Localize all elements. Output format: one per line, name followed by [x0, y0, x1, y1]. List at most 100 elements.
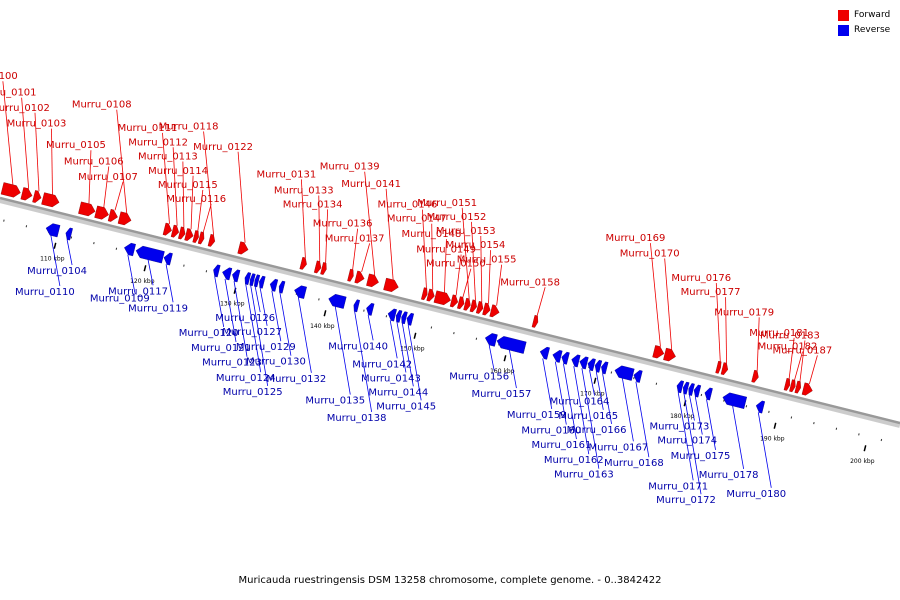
gene-arrow-murru_0126[interactable]	[254, 274, 261, 288]
gene-label-murru_0138[interactable]: Murru_0138	[327, 413, 387, 424]
gene-label-murru_0163[interactable]: Murru_0163	[554, 470, 614, 481]
gene-arrow-murru_0178[interactable]	[722, 392, 748, 409]
gene-arrow-murru_0106[interactable]	[94, 205, 109, 220]
gene-label-murru_0109[interactable]: Murru_0109	[90, 294, 150, 305]
gene-label-murru_0133[interactable]: Murru_0133	[274, 185, 334, 196]
gene-arrow-murru_0159[interactable]	[539, 346, 550, 360]
gene-arrow-murru_0152[interactable]	[469, 299, 477, 313]
gene-label-murru_0114[interactable]: Murru_0114	[148, 166, 208, 177]
gene-arrow-murru_0124[interactable]	[244, 272, 252, 285]
gene-arrow-murru_0118[interactable]	[207, 233, 216, 247]
gene-arrow-murru_0130[interactable]	[278, 280, 286, 294]
gene-arrow-murru_0123[interactable]	[232, 269, 241, 283]
gene-label-murru_0148[interactable]: Murru_0148	[402, 229, 462, 240]
gene-label-murru_0165[interactable]: Murru_0165	[558, 411, 618, 422]
gene-arrow-murru_0171[interactable]	[676, 380, 685, 394]
gene-label-murru_0108[interactable]: Murru_0108	[72, 100, 132, 111]
gene-arrow-murru_0133[interactable]	[313, 260, 322, 274]
gene-arrow-murru_0157[interactable]	[496, 336, 527, 354]
gene-label-murru_0156[interactable]: Murru_0156	[449, 372, 509, 383]
gene-arrow-murru_0167[interactable]	[614, 365, 635, 381]
gene-arrow-murru_0112[interactable]	[170, 224, 180, 238]
gene-arrow-murru_0147[interactable]	[426, 288, 435, 302]
gene-arrow-murru_0151[interactable]	[463, 297, 471, 311]
gene-label-murru_0167[interactable]: Murru_0167	[588, 442, 648, 453]
gene-arrow-murru_0172[interactable]	[683, 381, 690, 395]
gene-label-murru_0146[interactable]: Murru_0146	[378, 200, 438, 211]
gene-label-murru_0124[interactable]: Murru_0124	[216, 373, 276, 384]
gene-label-murru_0115[interactable]: Murru_0115	[158, 180, 218, 191]
gene-arrow-murru_0108[interactable]	[117, 211, 132, 226]
gene-arrow-murru_0136[interactable]	[347, 268, 354, 282]
gene-label-murru_0127[interactable]: Murru_0127	[222, 327, 282, 338]
gene-label-murru_0140[interactable]: Murru_0140	[328, 341, 388, 352]
gene-arrow-murru_0145[interactable]	[406, 312, 415, 326]
gene-arrow-murru_0125[interactable]	[249, 273, 256, 287]
gene-arrow-murru_0138[interactable]	[353, 299, 361, 313]
gene-label-murru_0143[interactable]: Murru_0143	[361, 373, 421, 384]
gene-arrow-murru_0103[interactable]	[41, 192, 60, 208]
gene-arrow-murru_0122[interactable]	[237, 241, 249, 255]
gene-arrow-murru_0110[interactable]	[45, 223, 61, 238]
gene-label-murru_0179[interactable]: Murru_0179	[714, 307, 774, 318]
gene-arrow-murru_0179[interactable]	[751, 369, 759, 383]
gene-label-murru_0101[interactable]: Murru_0101	[0, 88, 37, 99]
gene-label-murru_0183[interactable]: Murru_0183	[760, 330, 820, 341]
gene-label-murru_0149[interactable]: Murru_0149	[416, 245, 476, 256]
gene-label-murru_0181[interactable]: Murru_0181	[749, 328, 809, 339]
gene-label-murru_0112[interactable]: Murru_0112	[128, 137, 188, 148]
gene-label-murru_0157[interactable]: Murru_0157	[472, 389, 532, 400]
gene-label-murru_0172[interactable]: Murru_0172	[656, 495, 716, 506]
gene-label-murru_0180[interactable]: Murru_0180	[726, 489, 786, 500]
gene-arrow-murru_0142[interactable]	[387, 308, 397, 322]
gene-arrow-murru_0168[interactable]	[633, 370, 643, 383]
gene-arrow-murru_0134[interactable]	[320, 262, 327, 275]
gene-arrow-murru_0113[interactable]	[178, 226, 186, 240]
gene-label-murru_0105[interactable]: Murru_0105	[46, 140, 106, 151]
gene-label-murru_0136[interactable]: Murru_0136	[313, 219, 373, 230]
gene-arrow-murru_0127[interactable]	[259, 275, 266, 289]
gene-arrow-murru_0169[interactable]	[652, 345, 665, 359]
gene-label-murru_0120[interactable]: Murru_0120	[179, 328, 239, 339]
gene-arrow-murru_0174[interactable]	[693, 384, 702, 398]
gene-arrow-murru_0173[interactable]	[688, 383, 695, 396]
gene-arrow-murru_0165[interactable]	[594, 359, 603, 373]
gene-label-murru_0132[interactable]: Murru_0132	[266, 374, 326, 385]
gene-arrow-murru_0114[interactable]	[184, 228, 194, 241]
gene-label-murru_0153[interactable]: Murru_0153	[436, 226, 496, 237]
gene-arrow-murru_0111[interactable]	[162, 222, 172, 236]
gene-arrow-murru_0177[interactable]	[720, 362, 729, 376]
gene-arrow-murru_0115[interactable]	[192, 230, 199, 243]
gene-label-murru_0131[interactable]: Murru_0131	[256, 169, 316, 180]
gene-label-murru_0100[interactable]: Murru_0100	[0, 71, 18, 82]
gene-arrow-murru_0137[interactable]	[354, 270, 365, 284]
gene-arrow-murru_0156[interactable]	[484, 333, 498, 347]
gene-arrow-murru_0182[interactable]	[789, 379, 796, 393]
gene-label-murru_0182[interactable]: Murru_0182	[758, 342, 818, 353]
gene-label-murru_0154[interactable]: Murru_0154	[446, 240, 506, 251]
gene-label-murru_0144[interactable]: Murru_0144	[368, 387, 428, 398]
gene-label-murru_0125[interactable]: Murru_0125	[223, 387, 283, 398]
gene-label-murru_0129[interactable]: Murru_0129	[236, 342, 296, 353]
gene-label-murru_0158[interactable]: Murru_0158	[500, 277, 560, 288]
gene-arrow-murru_0175[interactable]	[704, 387, 713, 401]
gene-label-murru_0178[interactable]: Murru_0178	[699, 470, 759, 481]
gene-arrow-murru_0120[interactable]	[213, 264, 221, 278]
gene-label-murru_0162[interactable]: Murru_0162	[544, 455, 604, 466]
gene-arrow-murru_0153[interactable]	[475, 301, 484, 314]
gene-label-murru_0175[interactable]: Murru_0175	[671, 451, 731, 462]
gene-label-murru_0155[interactable]: Murru_0155	[457, 255, 517, 266]
gene-arrow-murru_0170[interactable]	[663, 347, 676, 362]
gene-label-murru_0171[interactable]: Murru_0171	[648, 481, 708, 492]
gene-label-murru_0121[interactable]: Murru_0121	[191, 343, 251, 354]
gene-arrow-murru_0160[interactable]	[552, 350, 563, 363]
gene-label-murru_0119[interactable]: Murru_0119	[128, 303, 188, 314]
gene-label-murru_0161[interactable]: Murru_0161	[532, 440, 592, 451]
gene-label-murru_0113[interactable]: Murru_0113	[138, 151, 198, 162]
gene-label-murru_0137[interactable]: Murru_0137	[325, 233, 385, 244]
gene-arrow-murru_0155[interactable]	[489, 304, 500, 318]
gene-label-murru_0174[interactable]: Murru_0174	[657, 436, 717, 447]
gene-label-murru_0123[interactable]: Murru_0123	[202, 358, 262, 369]
gene-arrow-murru_0135[interactable]	[328, 294, 347, 309]
gene-arrow-murru_0101[interactable]	[20, 187, 33, 201]
